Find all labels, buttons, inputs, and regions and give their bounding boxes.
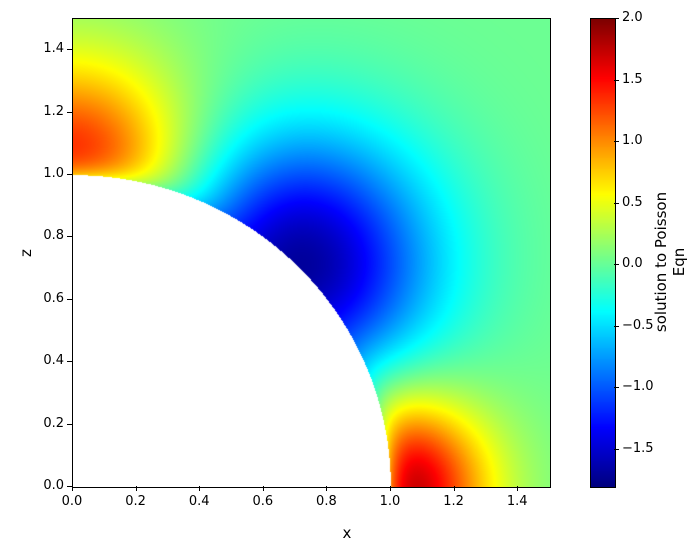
x-tick-label: 0.4 [185, 494, 213, 509]
colorbar-tick-mark [614, 326, 619, 327]
x-tick-mark [199, 486, 200, 491]
colorbar-tick-label: 1.5 [622, 72, 643, 87]
x-tick-label: 0.8 [312, 494, 340, 509]
colorbar [590, 18, 616, 488]
y-tick-label: 1.0 [34, 166, 64, 181]
colorbar-canvas [591, 19, 615, 487]
y-tick-label: 0.4 [34, 353, 64, 368]
x-tick-mark [326, 486, 327, 491]
x-tick-label: 1.2 [440, 494, 468, 509]
y-tick-label: 0.0 [34, 478, 64, 493]
y-tick-mark [67, 486, 72, 487]
y-tick-label: 1.2 [34, 104, 64, 119]
x-tick-label: 0.0 [58, 494, 86, 509]
colorbar-tick-label: −0.5 [622, 318, 654, 333]
x-tick-label: 1.4 [503, 494, 531, 509]
y-tick-label: 1.4 [34, 41, 64, 56]
y-tick-mark [67, 424, 72, 425]
x-tick-label: 1.0 [376, 494, 404, 509]
x-tick-mark [263, 486, 264, 491]
y-tick-label: 0.8 [34, 228, 64, 243]
colorbar-tick-label: −1.5 [622, 441, 654, 456]
x-axis-label: x [0, 524, 694, 542]
colorbar-tick-label: 0.5 [622, 195, 643, 210]
colorbar-tick-mark [614, 18, 619, 19]
colorbar-tick-label: 2.0 [622, 10, 643, 25]
x-tick-label: 0.2 [122, 494, 150, 509]
colorbar-tick-mark [614, 203, 619, 204]
y-tick-mark [67, 299, 72, 300]
colorbar-tick-label: 1.0 [622, 133, 643, 148]
colorbar-tick-mark [614, 449, 619, 450]
x-tick-label: 0.6 [249, 494, 277, 509]
y-tick-mark [67, 112, 72, 113]
colorbar-label: solution to Poisson Eqn [652, 177, 688, 347]
y-tick-label: 0.2 [34, 416, 64, 431]
x-tick-mark [136, 486, 137, 491]
y-tick-mark [67, 361, 72, 362]
poisson-chart: 0.0 0.2 0.4 0.6 0.8 1.0 1.2 1.4 0.0 0.2 0.4 0.6 0.8… [0, 0, 694, 559]
plot-area [72, 18, 551, 488]
colorbar-tick-mark [614, 387, 619, 388]
x-tick-mark [72, 486, 73, 491]
heatmap-canvas [73, 19, 550, 487]
colorbar-tick-mark [614, 141, 619, 142]
y-tick-mark [67, 236, 72, 237]
colorbar-tick-label: 0.0 [622, 256, 643, 271]
colorbar-tick-mark [614, 264, 619, 265]
x-tick-mark [517, 486, 518, 491]
x-tick-mark [390, 486, 391, 491]
x-tick-mark [454, 486, 455, 491]
colorbar-tick-mark [614, 80, 619, 81]
y-tick-mark [67, 49, 72, 50]
colorbar-tick-label: −1.0 [622, 379, 654, 394]
y-tick-mark [67, 174, 72, 175]
y-axis-label: z [17, 249, 35, 257]
y-tick-label: 0.6 [34, 291, 64, 306]
